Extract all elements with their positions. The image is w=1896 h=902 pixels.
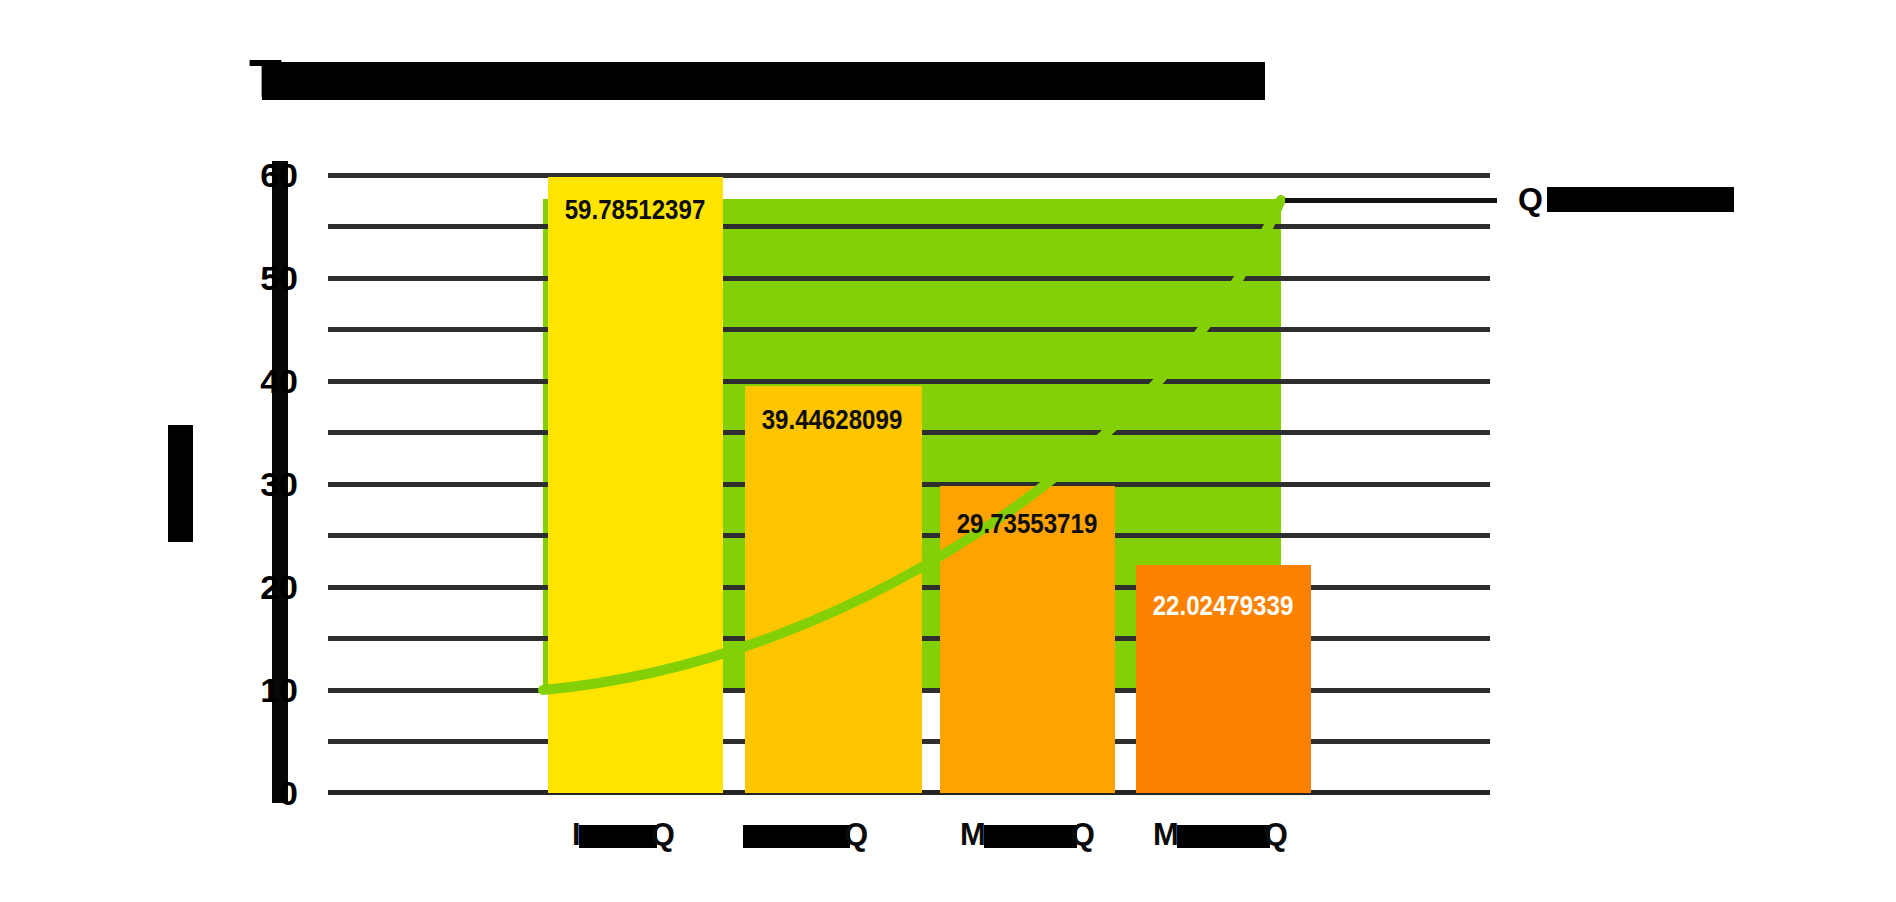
x-label-1-redaction [579,825,657,848]
y-tick-60: 60 [218,158,298,192]
legend-label-redaction [1547,187,1734,212]
x-label-2-suffix: Q [844,821,868,849]
legend-key-line [1285,198,1497,203]
bar-4-value-label: 22.02479339 [1128,592,1317,620]
y-tick-0: 0 [218,776,298,810]
x-label-2: Q [743,821,868,849]
y-tick-30: 30 [218,467,298,501]
chart-root: 59.78512397 39.44628099 29.73553719 22.0… [0,0,1896,902]
x-label-4-suffix: Q [1264,821,1288,849]
x-label-3-suffix: Q [1071,821,1095,849]
y-axis-title-redacted [168,425,193,542]
x-label-4-redaction [1177,825,1270,848]
x-label-4: M Q [1153,821,1288,849]
y-tick-20: 20 [218,570,298,604]
x-label-1: I Q [572,821,675,849]
legend-label: Q [1518,184,1543,214]
y-tick-10: 10 [218,673,298,707]
x-label-4-prefix: M [1153,821,1179,849]
bar-2-value-label: 39.44628099 [737,406,926,434]
x-label-3-prefix: M [960,821,986,849]
y-tick-50: 50 [218,261,298,295]
bar-3-value-label: 29.73553719 [932,510,1121,538]
x-label-2-redaction [743,825,850,848]
x-label-1-suffix: Q [651,821,675,849]
legend-item[interactable]: Q [1518,184,1734,214]
y-tick-40: 40 [218,364,298,398]
bar-1-value-label: 59.78512397 [540,196,729,224]
x-label-3: M Q [960,821,1095,849]
chart-title-redaction [262,62,1265,100]
x-label-3-redaction [984,825,1077,848]
